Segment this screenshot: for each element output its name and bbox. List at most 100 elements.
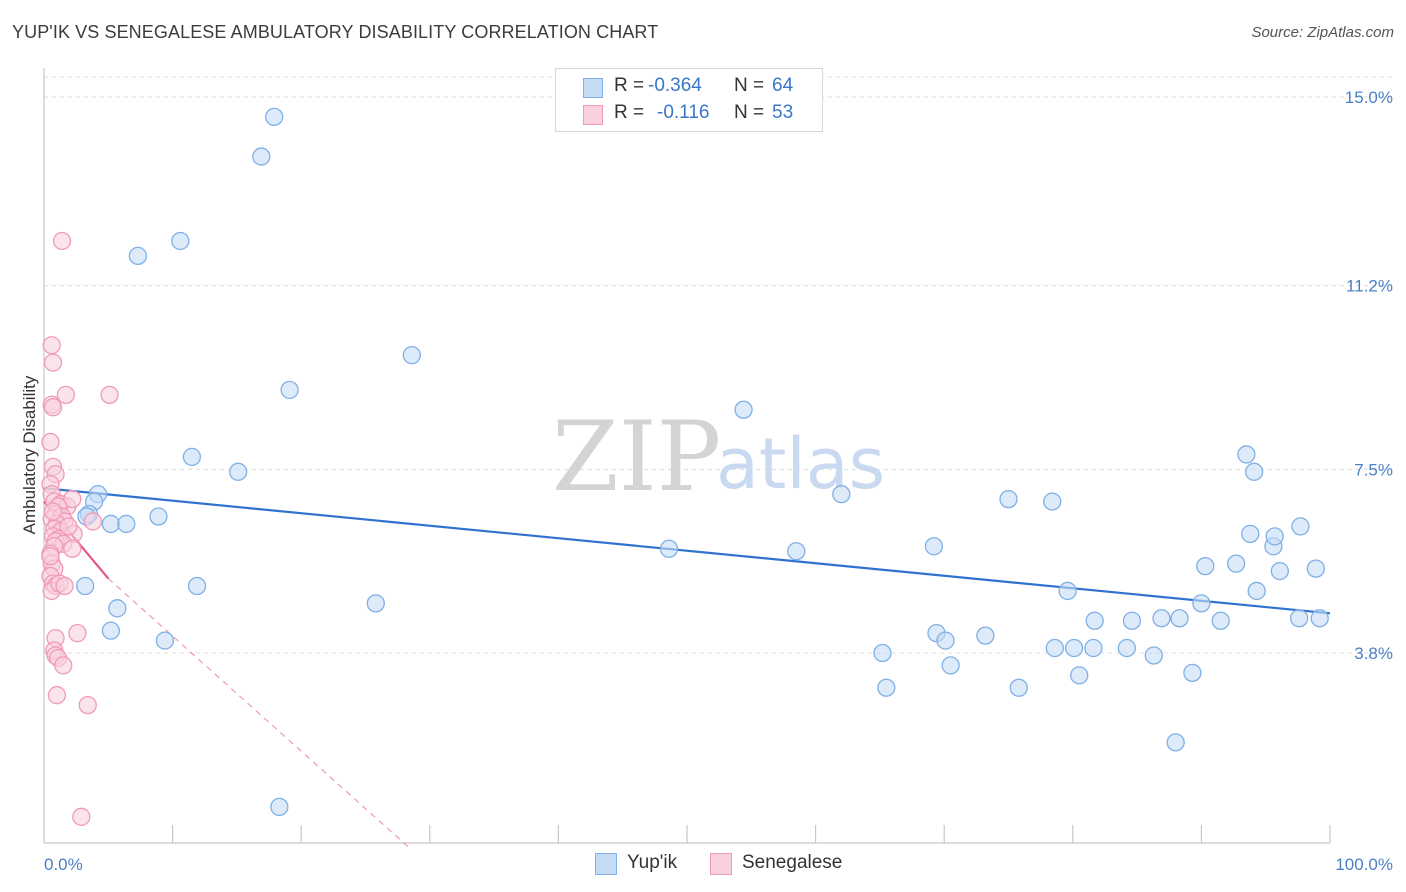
y-tick-label: 7.5% <box>1354 460 1393 479</box>
yupik-point <box>229 462 248 481</box>
watermark: ZIP atlas <box>552 401 885 513</box>
yupik-point <box>108 599 127 618</box>
yupik-point <box>941 656 960 675</box>
r-value: -0.116 <box>657 102 710 123</box>
chart-title: YUP'IK VS SENEGALESE AMBULATORY DISABILI… <box>12 22 659 42</box>
yupik-point <box>873 643 892 663</box>
yupik-point <box>252 147 271 166</box>
r-label: R = <box>614 102 645 123</box>
x-tick-label: 0.0% <box>44 855 83 874</box>
yupik-point <box>270 797 289 817</box>
grid <box>44 76 1392 654</box>
yupik-point <box>1043 492 1062 511</box>
yupik-point <box>1192 594 1211 613</box>
yupik-swatch <box>583 78 603 98</box>
yupik-point <box>1196 556 1215 576</box>
yupik-point <box>128 246 148 266</box>
yupik-legend-swatch <box>595 853 617 875</box>
y-tick-label: 11.2% <box>1346 277 1393 296</box>
yupik-point <box>1241 524 1260 544</box>
yupik-point <box>182 447 202 467</box>
yupik-point <box>171 231 190 251</box>
yupik-point <box>1058 581 1077 601</box>
senegalese-legend-swatch <box>710 853 732 875</box>
yupik-point <box>936 631 955 650</box>
yupik-point <box>1085 611 1104 630</box>
senegalese-point <box>41 547 60 566</box>
r-label: R = <box>614 75 645 96</box>
yupik-trend-line <box>43 487 1331 615</box>
stats-row-yupik: R = -0.364 N = 64 <box>556 75 822 101</box>
senegalese-point <box>43 353 63 372</box>
yupik-point <box>1045 638 1064 658</box>
senegalese-point <box>63 489 82 509</box>
yupik-point <box>787 542 806 561</box>
yupik-point <box>1122 611 1142 630</box>
yupik-point <box>1070 666 1089 685</box>
senegalese-point <box>100 385 119 405</box>
yupik-point <box>1306 559 1326 578</box>
yupik-point <box>1183 663 1202 683</box>
yupik-point <box>976 626 995 645</box>
senegalese-point <box>43 398 63 417</box>
n-value: 64 <box>772 75 794 96</box>
y-tick-label: 15.0% <box>1345 88 1393 107</box>
yupik-point <box>187 576 207 596</box>
trend-lines <box>43 487 1331 848</box>
watermark-atlas: atlas <box>716 423 885 505</box>
yupik-point <box>1289 609 1309 628</box>
yupik-point <box>101 621 121 640</box>
senegalese-point <box>41 432 60 452</box>
yupik-point <box>1009 678 1028 697</box>
yupik-point <box>1291 517 1310 536</box>
senegalese-point <box>52 231 72 251</box>
legend-label: Yup'ik <box>627 852 678 873</box>
n-value: 53 <box>772 102 794 123</box>
senegalese-point <box>42 336 61 355</box>
yupik-point <box>76 576 95 596</box>
yupik-point <box>999 489 1018 509</box>
yupik-point <box>659 539 679 558</box>
senegalese-point <box>68 623 87 643</box>
yupik-point <box>1270 561 1289 581</box>
yupik-point <box>1064 638 1084 658</box>
yupik-point <box>366 594 385 613</box>
yupik-point <box>280 380 299 400</box>
senegalese-swatch <box>583 105 603 125</box>
y-tick-label: 3.8% <box>1354 644 1393 663</box>
n-label: N = <box>734 102 765 123</box>
senegalese-point <box>43 502 63 521</box>
chart-source: Source: ZipAtlas.com <box>1251 24 1394 41</box>
yupik-point <box>1152 609 1171 628</box>
yupik-point <box>1244 462 1264 481</box>
yupik-point <box>877 678 896 697</box>
yupik-point <box>1247 581 1266 601</box>
senegalese-point <box>78 695 97 715</box>
yupik-point <box>155 631 175 650</box>
senegalese-point <box>63 539 82 558</box>
stats-row-senegalese: R = -0.116 N = 53 <box>556 102 822 128</box>
correlation-stats-box: R = -0.364 N = 64 R = -0.116 N = 53 <box>555 68 823 132</box>
senegalese-point <box>55 576 74 596</box>
senegalese-point <box>56 385 76 405</box>
senegalese-point <box>54 656 73 675</box>
yupik-point <box>924 537 944 556</box>
yupik-point <box>265 107 284 127</box>
n-label: N = <box>734 75 765 96</box>
yupik-point <box>1211 611 1230 630</box>
y-axis-title: Ambulatory Disability <box>20 375 39 534</box>
senegalese-point <box>72 807 91 826</box>
yupik-point <box>117 514 136 534</box>
x-tick-label: 100.0% <box>1335 855 1393 874</box>
yupik-point <box>734 400 753 419</box>
legend-label: Senegalese <box>742 852 843 873</box>
data-points <box>41 107 1329 826</box>
senegalese-trend-extension <box>107 578 409 848</box>
senegalese-point <box>59 517 78 536</box>
senegalese-point <box>47 686 67 705</box>
yupik-point <box>1144 646 1163 665</box>
yupik-point <box>149 507 168 526</box>
yupik-point <box>101 514 121 534</box>
yupik-point <box>832 484 851 504</box>
